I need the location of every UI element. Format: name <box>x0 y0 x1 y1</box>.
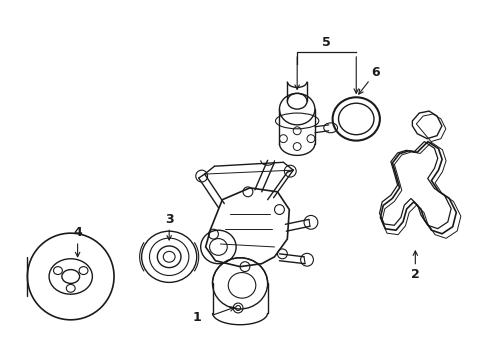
Text: 5: 5 <box>322 36 330 49</box>
Text: 2: 2 <box>410 268 419 281</box>
Text: 1: 1 <box>192 311 201 324</box>
Text: 3: 3 <box>164 213 173 226</box>
Text: 4: 4 <box>73 226 82 239</box>
Text: 6: 6 <box>371 66 380 79</box>
